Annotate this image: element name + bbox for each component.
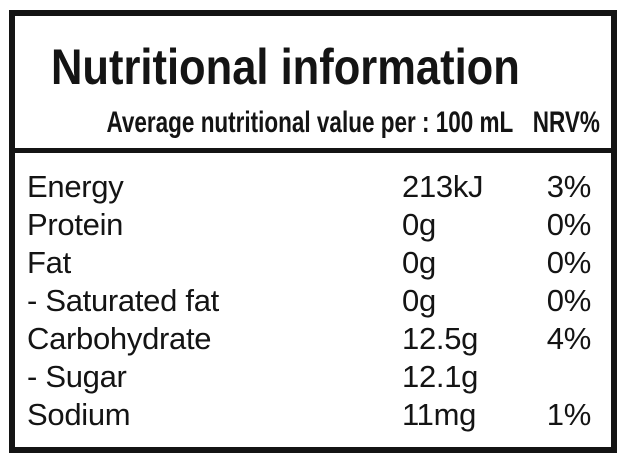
nrv-column-header: NRV% [532,106,600,139]
nutrient-name: Sodium [27,397,131,432]
nutrient-row: - Sugar 12.1g [15,358,611,396]
nutrition-label-box: Nutritional information Average nutritio… [9,10,617,453]
nutrient-row: Sodium 11mg 1% [15,396,611,434]
nutrient-nrv: 1% [546,397,592,432]
nutrient-name: Protein [27,207,124,242]
nutrient-name: - Saturated fat [27,283,219,318]
label-header: Nutritional information Average nutritio… [15,16,611,153]
nutrient-nrv: 0% [546,283,592,318]
nutrient-amount: 0g [402,245,436,280]
nutrient-name: Carbohydrate [27,321,212,356]
nutrient-amount: 213kJ [402,169,484,204]
nutrient-name: Fat [27,245,71,280]
nutrient-row: Energy 213kJ 3% [15,168,611,206]
nutrient-amount: 0g [402,283,436,318]
nutrient-amount: 12.5g [402,321,479,356]
nutrient-nrv: 0% [546,207,592,242]
serving-basis-text: Average nutritional value per : 100 mL [106,106,514,139]
label-subtitle-row: Average nutritional value per : 100 mL NR… [107,106,600,140]
nutrient-amount: 12.1g [402,359,479,394]
nutrient-nrv: 3% [546,169,592,204]
nutrient-row: Fat 0g 0% [15,244,611,282]
nutrient-name: Energy [27,169,124,204]
nutrient-nrv: 0% [546,245,592,280]
nutrient-nrv: 4% [546,321,592,356]
nutrient-table: Energy 213kJ 3% Protein 0g 0% Fat 0g 0% [15,153,611,434]
nutrient-row: - Saturated fat 0g 0% [15,282,611,320]
nutrient-amount: 11mg [402,397,477,432]
nutrient-row: Carbohydrate 12.5g 4% [15,320,611,358]
nutrient-name: - Sugar [27,359,127,394]
label-title: Nutritional information [51,39,520,95]
nutrient-amount: 0g [402,207,436,242]
nutrient-row: Protein 0g 0% [15,206,611,244]
